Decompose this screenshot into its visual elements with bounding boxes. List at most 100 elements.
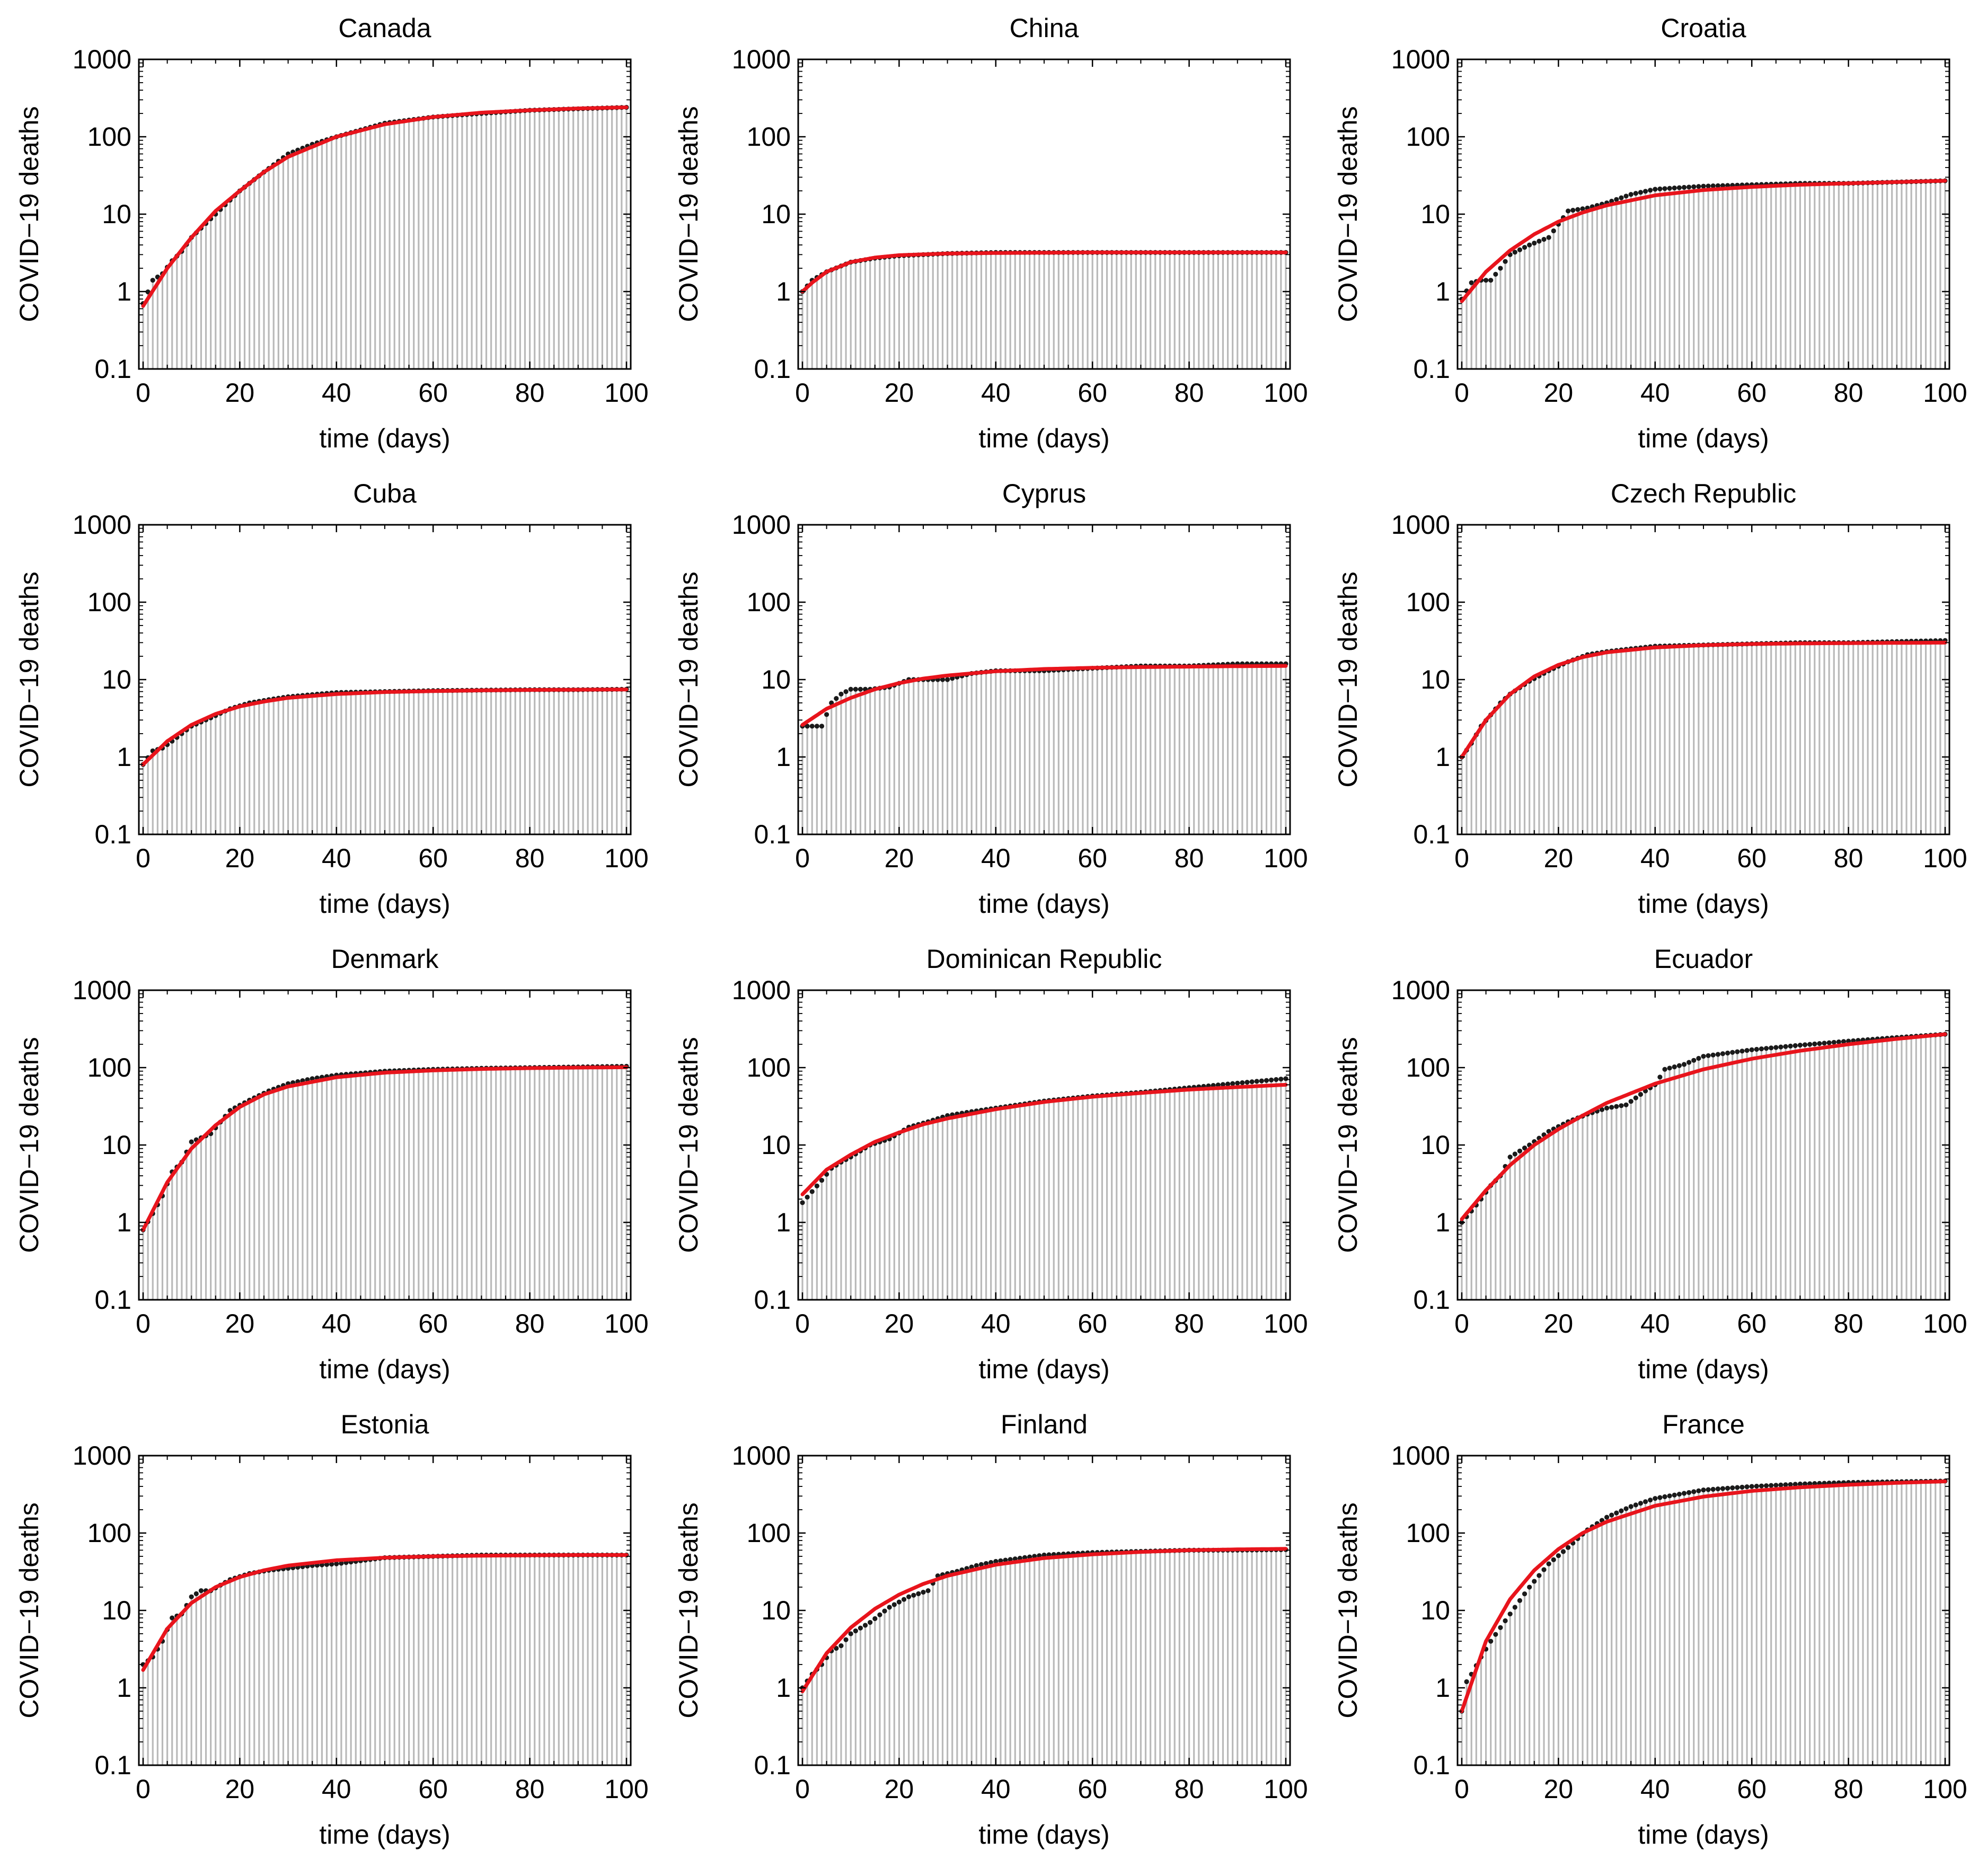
x-tick-label: 20 [225,1309,255,1338]
x-tick-label: 40 [1640,1309,1670,1338]
y-tick-label: 0.1 [94,820,131,849]
x-tick-label: 60 [418,1309,448,1338]
data-point [1604,1514,1610,1520]
x-tick-label: 60 [1737,843,1767,873]
data-point [1537,239,1542,244]
data-point [145,289,151,295]
data-point [1566,1545,1571,1550]
x-tick-label: 40 [1640,843,1670,873]
y-tick-label: 1 [1435,1673,1450,1703]
x-axis: 0 20 40 60 80 100 [1454,59,1967,408]
chart-title: Estonia [341,1410,429,1439]
fit-line [141,688,629,767]
data-point [1662,1494,1667,1500]
y-tick-label: 0.1 [1413,820,1450,849]
data-point [1527,1584,1532,1590]
x-tick-label: 60 [418,843,448,873]
x-tick-label: 0 [1454,843,1469,873]
data-point [1802,1481,1808,1486]
x-tick-label: 100 [604,1309,648,1338]
y-tick-label: 10 [102,1130,131,1160]
y-tick-label: 1 [776,277,791,306]
x-tick-label: 20 [225,1774,255,1804]
data-point [1609,1105,1614,1110]
data-point [1730,1050,1735,1055]
data-point [1623,1102,1629,1107]
data-point [1488,278,1494,283]
data-point [1614,197,1619,202]
data-point [1788,1043,1793,1049]
y-tick-label: 1000 [73,1441,131,1470]
y-tick-label: 100 [1406,1518,1450,1548]
data-point [983,1561,989,1566]
x-tick-label: 80 [1834,1774,1864,1804]
y-axis: 0.1 1 10 100 1000 [732,45,1290,384]
data-point [1546,1561,1551,1566]
data-point [1609,1512,1614,1518]
data-point [1706,1053,1711,1059]
x-tick-label: 0 [795,843,810,873]
data-point [848,686,853,692]
data-point [1512,1151,1517,1157]
y-tick-label: 100 [1406,122,1450,152]
data-point [1643,1499,1648,1504]
data-point [868,1620,873,1625]
data-point [1710,1052,1716,1058]
x-tick-label: 40 [981,1774,1011,1804]
chart-panel-croatia: Croatia 0 20 40 60 80 100 0.1 1 10 100 1000 time (da… [1333,13,1967,453]
data-point [1507,1611,1513,1617]
fit-line [800,250,1288,294]
data-point [906,1594,912,1599]
data-point [189,1139,194,1144]
data-point [1681,1491,1687,1496]
data-point [1763,1483,1769,1489]
data-point [1507,1155,1513,1160]
data-point [1512,250,1517,255]
fit-line [800,1082,1288,1196]
x-tick-label: 20 [885,1774,914,1804]
data-point [1633,1095,1638,1100]
data-point [1744,1047,1750,1053]
data-point [1720,183,1726,188]
bar-series [801,252,1287,369]
data-point [1619,1103,1624,1108]
data-point [1696,1055,1701,1061]
x-tick-label: 60 [418,378,448,408]
data-point [834,696,839,701]
data-point [1701,1487,1706,1493]
x-tick-label: 80 [515,378,545,408]
data-point [1672,1492,1677,1498]
y-axis-label: COVID−19 deaths [14,571,44,787]
data-point [1706,183,1711,189]
y-tick-label: 0.1 [94,1285,131,1315]
y-axis: 0.1 1 10 100 1000 [732,975,1290,1315]
x-axis-label: time (days) [1638,1820,1769,1849]
y-axis: 0.1 1 10 100 1000 [1391,1441,1949,1780]
bar-series [801,1549,1287,1765]
data-point [1570,207,1576,213]
data-point [1667,1065,1672,1071]
x-axis-label: time (days) [1638,424,1769,453]
x-tick-label: 0 [795,378,810,408]
data-point [1648,1498,1653,1503]
x-tick-label: 60 [1078,1309,1107,1338]
x-tick-label: 0 [136,1774,151,1804]
y-axis-label: COVID−19 deaths [1333,1037,1363,1253]
x-tick-label: 40 [322,843,351,873]
chart-title: Dominican Republic [926,944,1162,974]
data-point [1638,1091,1644,1097]
y-tick-label: 1 [1435,277,1450,306]
data-point [1681,184,1687,190]
y-tick-label: 1 [1435,1208,1450,1237]
x-tick-label: 100 [1264,378,1308,408]
data-point [993,1558,999,1564]
x-tick-label: 20 [1544,1309,1574,1338]
bar-series [142,689,628,834]
data-point [1254,1079,1259,1084]
y-tick-label: 100 [87,587,131,617]
data-point [901,1597,907,1602]
x-tick-label: 20 [885,378,914,408]
y-tick-label: 1 [117,742,131,772]
x-tick-label: 100 [1264,843,1308,873]
